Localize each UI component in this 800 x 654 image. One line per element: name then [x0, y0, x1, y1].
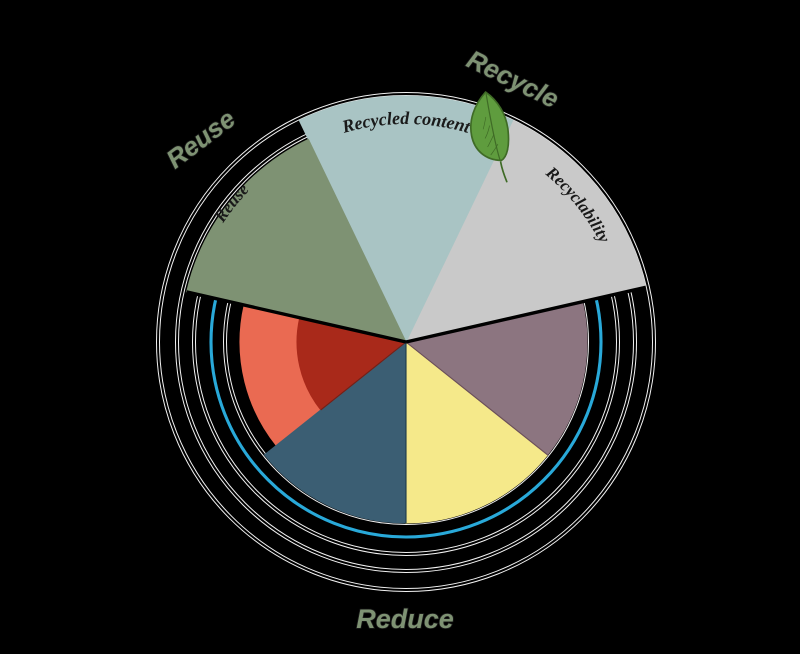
svg-text:Reduce: Reduce	[356, 604, 454, 634]
svg-text:Reuse: Reuse	[160, 103, 240, 174]
